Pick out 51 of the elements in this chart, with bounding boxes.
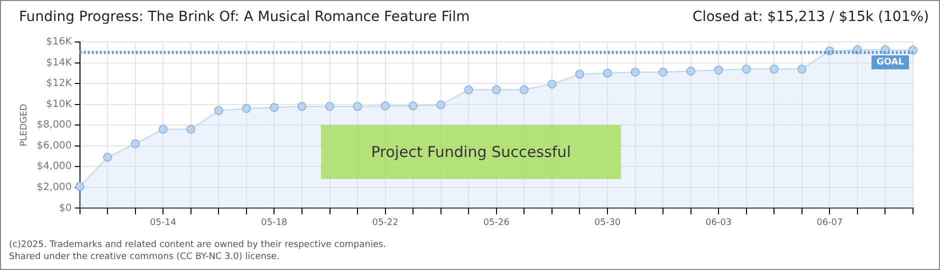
x-tick-label: 05-14 <box>150 218 176 228</box>
point <box>158 124 168 134</box>
point <box>214 106 224 116</box>
x-tick-label: 05-26 <box>483 218 510 228</box>
ref-line-label: GOAL <box>876 58 904 68</box>
point <box>242 104 251 113</box>
x-tick-label: 06-03 <box>706 218 732 228</box>
x-tick-label: 05-18 <box>261 218 288 228</box>
point <box>575 70 584 79</box>
chart-title: Funding Progress: The Brink Of: A Musical Romance Feature Film <box>19 9 470 25</box>
y-tick-label: $16K <box>46 36 72 48</box>
point <box>325 102 334 111</box>
point <box>492 85 501 94</box>
point <box>742 64 751 74</box>
point <box>130 139 140 148</box>
y-tick-label: $2,000 <box>36 182 72 194</box>
point <box>380 101 390 110</box>
point <box>686 66 696 76</box>
point <box>186 124 196 134</box>
point <box>464 85 474 94</box>
y-tick-label: $14K <box>46 57 72 68</box>
y-tick-label: $0 <box>59 202 72 214</box>
point <box>520 85 529 94</box>
point <box>103 152 112 162</box>
point <box>436 100 446 110</box>
point <box>797 64 806 74</box>
x-tick-label: 06-07 <box>816 218 843 228</box>
point <box>75 182 84 191</box>
x-tick-label: 05-30 <box>594 218 621 228</box>
stamp: Project Funding Successful <box>321 125 621 179</box>
point <box>602 68 612 78</box>
y-axis-title: PLEDGED <box>20 104 30 146</box>
point <box>353 102 362 111</box>
text: (c)2025. Trademarks and related content are owned by their respective companies. <box>9 239 386 251</box>
text: Closed at: $15,213 / $15k (101%) <box>692 9 929 25</box>
point <box>547 80 556 89</box>
point <box>270 102 279 112</box>
y-tick-label: $10K <box>46 98 72 110</box>
x-tick-label: 05-22 <box>372 218 398 228</box>
point <box>770 64 779 74</box>
point <box>297 102 306 111</box>
y-tick-label: $8,000 <box>36 120 72 131</box>
y-tick-label: $4,000 <box>36 161 72 172</box>
text: Shared under the creative commons (CC BY-NC 3.0) license. <box>9 251 281 263</box>
point <box>630 68 640 77</box>
point <box>408 101 418 110</box>
point <box>658 68 668 77</box>
point <box>908 46 918 55</box>
y-tick-label: $12K <box>46 78 72 90</box>
y-tick-label: $6,000 <box>36 140 72 152</box>
point <box>714 66 724 75</box>
